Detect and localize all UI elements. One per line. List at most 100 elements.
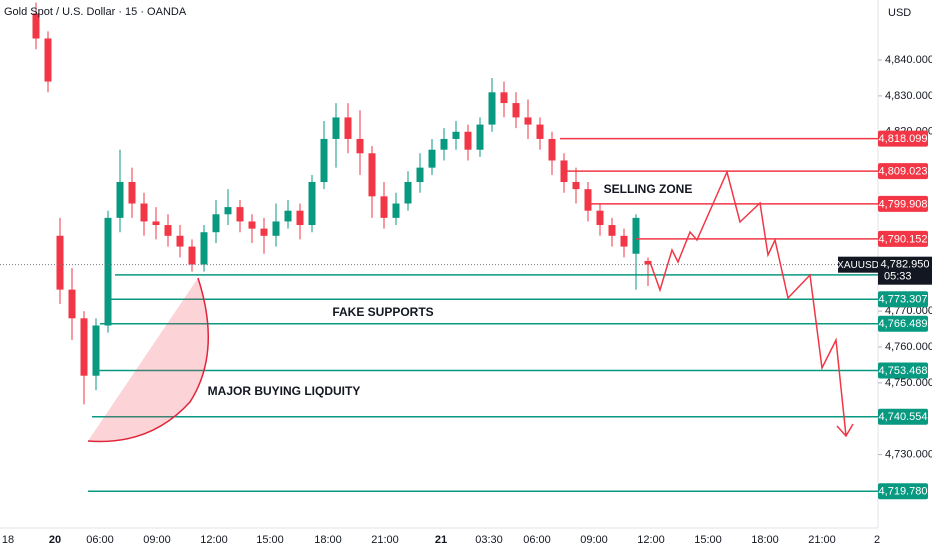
symbol-label: XAUUSD — [837, 260, 879, 271]
x-tick-label: 21:00 — [371, 534, 399, 546]
candle-body — [296, 210, 304, 226]
candle-body — [380, 196, 388, 218]
projection-arrowhead — [836, 423, 854, 438]
plot — [0, 2, 878, 493]
price-tag — [878, 256, 932, 285]
x-tick-label: 20 — [49, 534, 61, 546]
x-tick-label: 06:00 — [523, 534, 551, 546]
y-tick-label: 4,730.000 — [885, 449, 932, 461]
candle-body — [32, 13, 40, 39]
candle-body — [608, 225, 616, 236]
level-tag — [878, 195, 928, 212]
level-tag — [878, 408, 928, 425]
candle-body — [272, 221, 280, 236]
level-tag — [878, 483, 928, 500]
level-tag-label: 4,809.023 — [879, 166, 928, 178]
level-tag — [878, 362, 928, 379]
candle-body — [416, 167, 424, 182]
candle-body — [512, 103, 520, 118]
candle-body — [56, 235, 64, 290]
candle-body — [404, 181, 412, 204]
candle-body — [80, 318, 88, 376]
candle-body — [560, 160, 568, 182]
candle-body — [152, 221, 160, 226]
candle-body — [632, 217, 640, 254]
x-tick-label: 09:00 — [143, 534, 171, 546]
annotation: FAKE SUPPORTS — [332, 305, 433, 319]
x-tick-label: 21 — [435, 534, 447, 546]
candle-body — [620, 235, 628, 247]
level-tag — [878, 315, 928, 332]
level-tag-label: 4,790.152 — [879, 233, 928, 245]
symbol-tag — [838, 256, 878, 273]
level-tag-label: 4,773.307 — [879, 294, 928, 306]
x-tick-label: 2 — [874, 534, 880, 546]
currency: USD — [888, 7, 911, 19]
candle-body — [488, 92, 496, 125]
candle-body — [452, 131, 460, 139]
x-tick-label: 15:00 — [256, 534, 284, 546]
chart-title: Gold Spot / U.S. Dollar · 15 · OANDA — [4, 6, 187, 18]
candle-body — [332, 117, 340, 139]
candle-body — [440, 138, 448, 150]
x-tick-label: 09:00 — [580, 534, 608, 546]
candle-body — [140, 203, 148, 222]
x-tick-label: 06:00 — [86, 534, 114, 546]
x-tick-label: 18:00 — [314, 534, 342, 546]
candle-body — [464, 131, 472, 150]
candle-body — [284, 210, 292, 222]
liquidity-zone — [88, 278, 209, 442]
x-tick-label: 15:00 — [694, 534, 722, 546]
candle-body — [188, 246, 196, 265]
candle-body — [368, 153, 376, 197]
candle-body — [224, 207, 232, 215]
x-tick-label: 12:00 — [637, 534, 665, 546]
y-tick-label: 4,750.000 — [885, 377, 932, 389]
candle-body — [500, 92, 508, 104]
candle-body — [428, 149, 436, 168]
y-tick-label: 4,760.000 — [885, 341, 932, 353]
price-tag-label: 4,782.950 — [881, 259, 930, 271]
x-tick-label: 18:00 — [751, 534, 779, 546]
y-tick-label: 4,840.000 — [885, 54, 932, 66]
candle-body — [260, 228, 268, 236]
candle-body — [308, 181, 316, 226]
candle-body — [548, 138, 556, 161]
candle-body — [344, 117, 352, 139]
x-tick-label: 21:00 — [808, 534, 836, 546]
annotation: SELLING ZONE — [604, 182, 693, 196]
candle-body — [584, 189, 592, 211]
candle-body — [164, 225, 172, 236]
candle-body — [92, 325, 100, 376]
candle-body — [44, 38, 52, 82]
candle-body — [116, 181, 124, 218]
liquidity-zone-edge — [87, 277, 210, 443]
candle-body — [392, 203, 400, 218]
candle-body — [356, 138, 364, 154]
y-tick-label: 4,770.000 — [885, 305, 932, 317]
annotation: MAJOR BUYING LIQDUITY — [208, 384, 361, 398]
candle-body — [644, 260, 652, 265]
candle-body — [524, 117, 532, 125]
level-tag-label: 4,818.099 — [879, 133, 928, 145]
level-tag — [878, 230, 928, 247]
level-tag-label: 4,719.780 — [879, 486, 928, 498]
level-tag-label: 4,799.908 — [879, 198, 928, 210]
candle-body — [248, 221, 256, 229]
candle-body — [572, 181, 580, 190]
candle-body — [104, 217, 112, 326]
level-tag — [878, 130, 928, 147]
candle-body — [128, 181, 136, 204]
level-tag — [878, 291, 928, 308]
candle-body — [596, 210, 604, 226]
x-tick-label: 12:00 — [200, 534, 228, 546]
candle-body — [236, 207, 244, 222]
candle-body — [68, 289, 76, 319]
projection-path — [649, 169, 847, 437]
x-tick-label: 03:30 — [475, 534, 503, 546]
x-tick-label: 18 — [2, 534, 14, 546]
level-tag — [878, 163, 928, 180]
level-tag-label: 4,740.554 — [879, 411, 928, 423]
candle-body — [536, 124, 544, 139]
